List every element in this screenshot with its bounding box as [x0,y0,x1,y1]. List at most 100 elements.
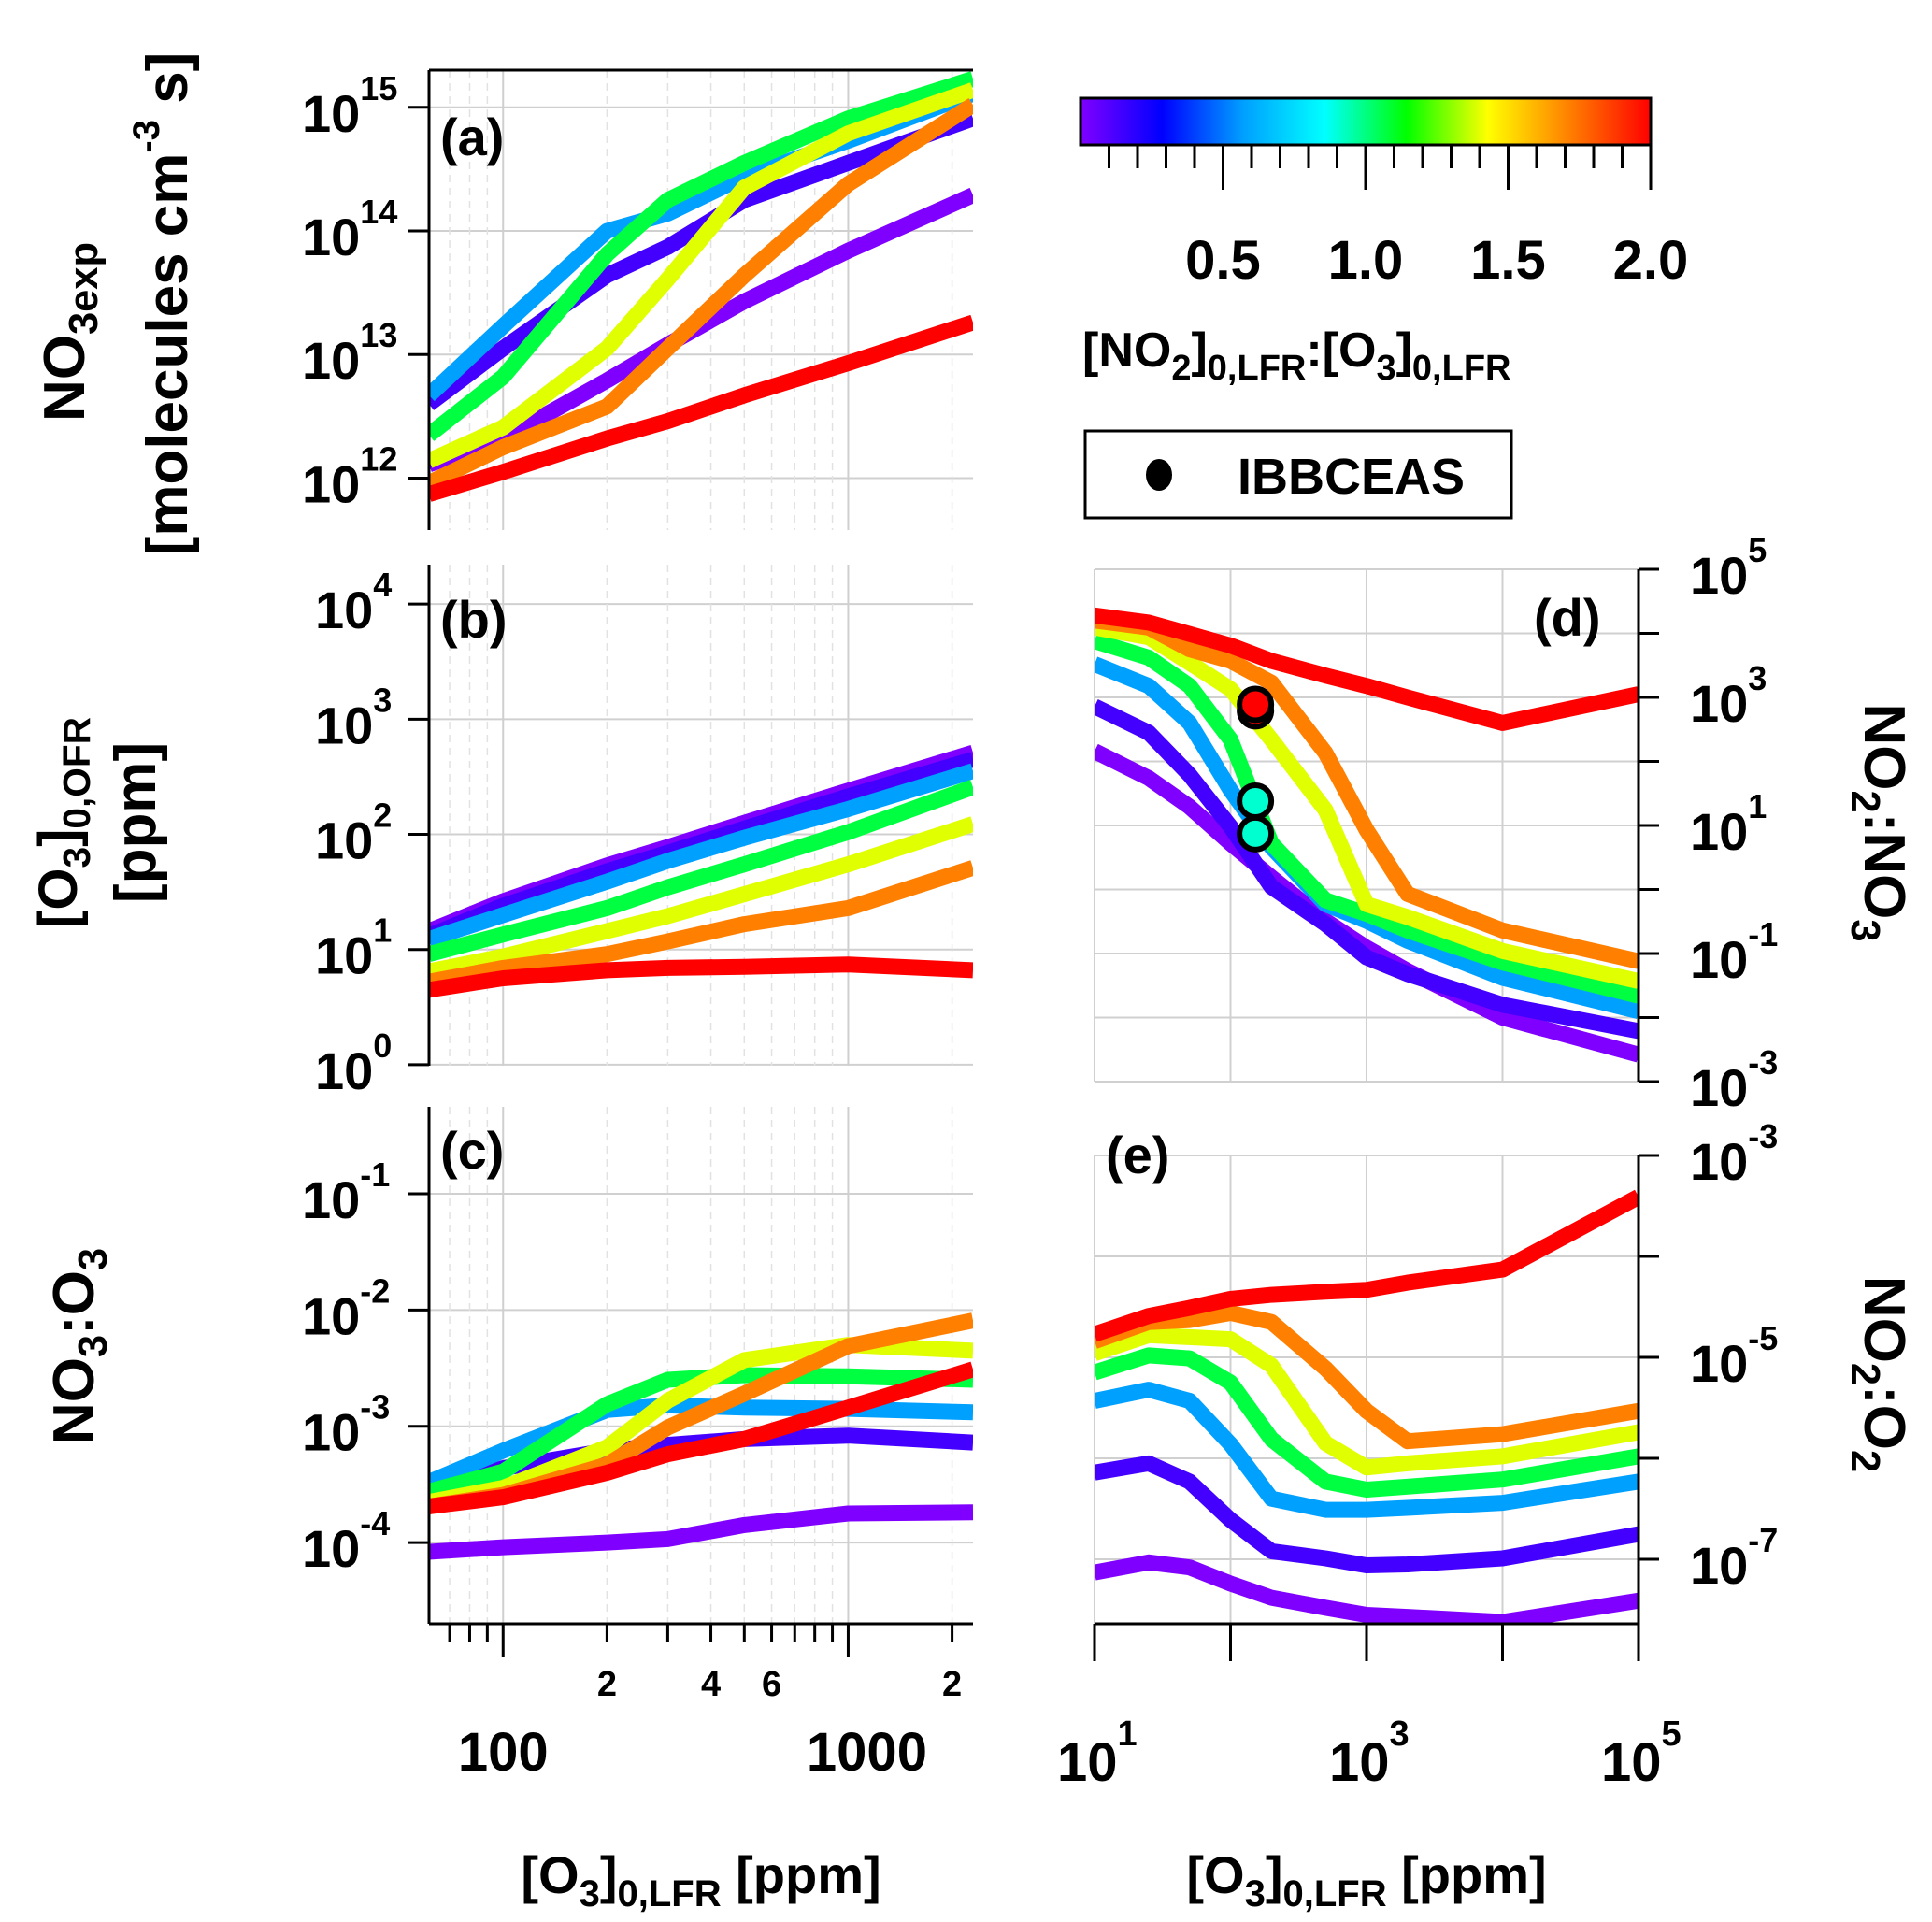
x-tick-label: 105 [1601,1714,1682,1793]
y-axis-title-part: -3 [126,120,167,153]
y-axis-title: NO2:O2 [1842,1276,1916,1472]
y-tick-exponent: -2 [360,1271,390,1310]
y-axis-title-part: 2 [1842,1363,1887,1385]
y-tick-base: 10 [315,696,373,754]
y-tick-exponent: -3 [1748,1117,1778,1155]
y-tick-exponent: 1 [373,911,392,950]
colorbar-ticks: 0.5 1.0 1.5 2.0 [1108,145,1689,291]
y-axis-title-part: 3 [71,1335,116,1357]
x-tick-major-label: 1000 [807,1722,927,1783]
y-axis-title-part: 0,OFR [55,717,98,829]
colorbar-title-part: :[O [1306,323,1376,378]
series-line-blue-violet [1095,1455,1639,1573]
y-tick-label: 101 [1690,787,1767,861]
y-tick-base: 10 [1690,1334,1748,1393]
y-axis-title-units: [molecules cm-3 s] [126,52,200,556]
y-axis-title-part: NO [1852,1276,1916,1363]
panel-e-series [1095,1189,1639,1624]
panel-b-series [429,744,973,998]
colorbar-title-part: ] [1191,323,1207,378]
series-line-sky-blue [429,763,973,947]
y-axis-title-part: NO [1852,704,1916,791]
series-line-red [429,314,973,502]
y-axis-title-part: 2 [1842,791,1887,813]
y-tick-label: 1014 [302,193,397,266]
y-axis-title-part: 3 [1842,919,1887,941]
x-axis-title-part: 3 [1245,1873,1266,1915]
y-tick-base: 10 [302,1403,360,1462]
y-tick-label: 10-5 [1690,1319,1778,1393]
series-line-blue-violet [429,110,973,410]
y-axis-title-part: :O [42,1270,107,1335]
series-line-green [429,780,973,962]
y-tick-base: 10 [1690,802,1748,861]
colorbar-gradient [1079,96,1653,147]
ibbceas-point [1237,685,1275,724]
x-axis-title-part: [ppm] [1387,1845,1547,1904]
y-tick-exponent: 12 [360,439,397,478]
panel-d-series [1095,607,1639,1063]
series-line-green [429,71,973,441]
panel-label: (a) [440,108,504,166]
y-tick-label: 1013 [302,316,397,390]
axes-layer [408,68,1659,1661]
y-tick-label: 10-3 [1690,1043,1778,1117]
y-tick-label: 10-7 [1690,1521,1778,1595]
x-axis-title-part: [O [521,1845,579,1904]
y-tick-base: 10 [1690,1058,1748,1117]
y-axis-title-units: [ppm] [104,742,168,903]
panel-label: (e) [1106,1126,1169,1184]
x-tick-exponent: 3 [1390,1714,1410,1754]
y-axis-title-part: 3 [71,1248,116,1270]
y-axis-title: NO3exp [33,242,107,422]
colorbar-title-part: [NO [1082,323,1171,378]
x-axis-title: [O3]0,LFR [ppm] [521,1845,880,1915]
colorbar: 0.5 1.0 1.5 2.0 [NO2]0,LFR:[O3]0,LFR [1079,96,1689,388]
y-axis-title-part: 3exp [62,242,107,335]
y-tick-base: 10 [315,1041,373,1100]
y-tick-exponent: 4 [373,566,392,604]
x-tick-base: 10 [1057,1732,1118,1793]
y-tick-exponent: -1 [360,1155,390,1194]
y-tick-label: 1012 [302,439,397,513]
x-tick-minor-label: 6 [762,1665,781,1704]
x-axis-title-part: ] [600,1845,618,1904]
y-axis-title-part: NO [42,1357,107,1444]
x-axis-title-part: 0,LFR [617,1873,721,1915]
y-axis-title-part: [O [28,868,89,927]
y-tick-label: 10-3 [302,1388,390,1462]
y-tick-label: 100 [315,1026,392,1100]
series-line-yellow [429,1337,973,1510]
series-line-green [1095,1347,1639,1498]
y-tick-exponent: -3 [360,1388,390,1427]
series-line-red [1095,1189,1639,1342]
y-tick-exponent: 0 [373,1026,392,1065]
series-line-blue-violet [1095,698,1639,1040]
y-tick-base: 10 [1690,546,1748,605]
colorbar-title-part: ] [1396,323,1412,378]
y-axis-title-part: :O [1852,1385,1916,1450]
legend-label: IBBCEAS [1238,449,1465,505]
x-tick-minor-label: 2 [942,1665,962,1704]
y-tick-label: 1015 [302,69,397,143]
colorbar-title-part: 0,LFR [1412,349,1511,388]
y-tick-exponent: 3 [1748,659,1767,697]
y-tick-label: 10-2 [302,1271,390,1345]
panel-label: (d) [1534,588,1601,647]
y-axis-title-part: 3 [55,847,98,868]
y-tick-exponent: 2 [373,796,392,835]
y-axis-title-part: NO [33,335,97,422]
colorbar-tick-label: 2.0 [1613,230,1689,291]
y-tick-label: 10-4 [302,1504,390,1578]
x-tick-minor-label: 2 [597,1665,617,1704]
y-tick-exponent: 5 [1748,531,1767,569]
y-tick-base: 10 [315,926,373,985]
y-tick-label: 105 [1690,531,1767,605]
legend: IBBCEAS [1083,429,1513,520]
y-tick-exponent: 3 [373,681,392,719]
y-tick-exponent: 14 [360,193,397,231]
x-tick-exponent: 5 [1662,1714,1682,1754]
y-tick-base: 10 [302,208,360,266]
x-tick-major-label: 100 [458,1722,549,1783]
